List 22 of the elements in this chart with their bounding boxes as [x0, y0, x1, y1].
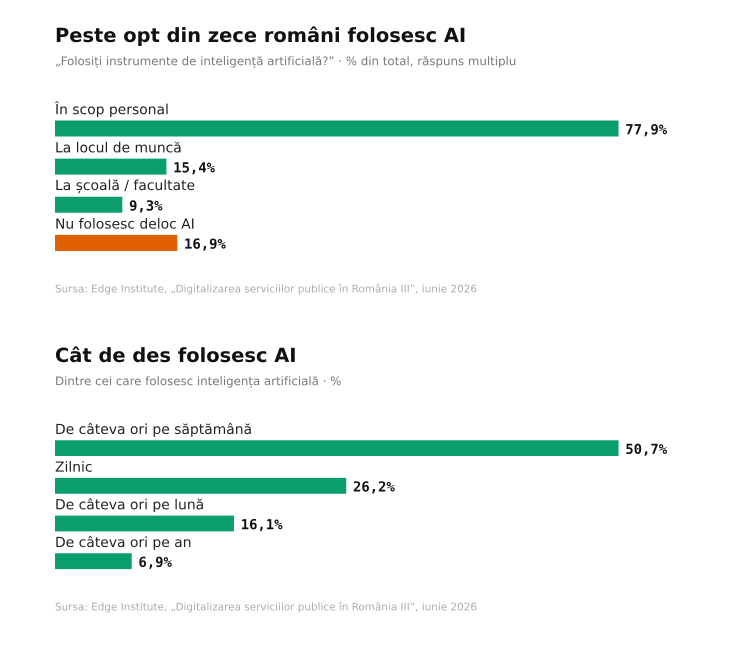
data-label: 16,9% — [185, 238, 226, 251]
chart-title: Peste opt din zece români folosesc AI — [56, 26, 464, 46]
chart-title: Cât de des folosesc AI — [56, 346, 295, 362]
chart-subtitle: Dintre cei care folosesc inteligența artificială · % — [56, 376, 341, 388]
data-label: 16,1% — [242, 518, 282, 532]
y-tick-label: În scop personal — [54, 101, 168, 118]
data-label: 26,2% — [354, 481, 395, 494]
text: Sursa: Edge Institute, „Digitalizarea serviciilor publice în România III”, iunie 2026 — [56, 284, 476, 294]
data-label: 6,9% — [139, 556, 172, 569]
data-label: 77,9% — [626, 124, 668, 136]
data-label: 15,4% — [174, 162, 215, 174]
chart-subtitle: „Folosiți instrumente de inteligență artificială?” · % din total, răspuns multiplu — [56, 56, 516, 68]
y-tick-label: De câteva ori pe an — [56, 536, 190, 550]
y-tick-label: De câteva ori pe lună — [56, 498, 203, 512]
y-tick-label: La școală / facultate — [56, 179, 194, 194]
y-tick-label: La locul de muncă — [56, 142, 181, 153]
y-tick-label: De câteva ori pe săptămână — [56, 422, 251, 437]
data-label: 9,3% — [130, 200, 162, 212]
y-tick-label: Zilnic — [56, 461, 92, 472]
y-tick-label: Nu folosesc deloc AI — [56, 218, 194, 229]
data-label: 50,7% — [626, 444, 668, 456]
text: Sursa: Edge Institute, „Digitalizarea serviciilor publice în România III”, iunie 2026 — [56, 602, 476, 612]
